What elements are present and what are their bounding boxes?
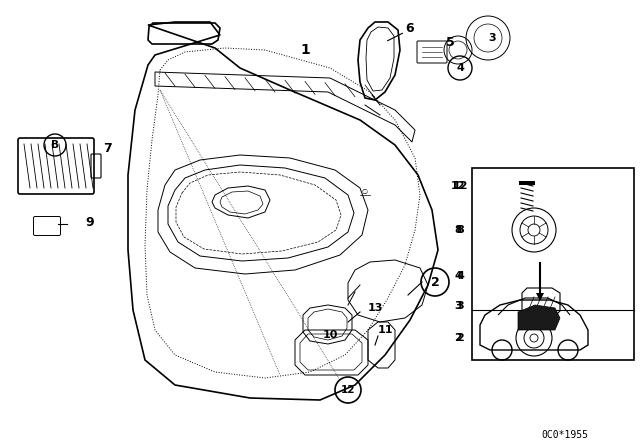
Text: 8: 8 [456, 225, 464, 235]
Text: 10: 10 [323, 330, 338, 340]
Text: 2: 2 [431, 276, 440, 289]
Text: 11: 11 [377, 325, 393, 335]
Text: 3: 3 [488, 33, 496, 43]
Text: 4: 4 [456, 271, 464, 281]
Text: 3: 3 [456, 301, 464, 311]
Polygon shape [536, 293, 544, 301]
Text: 12: 12 [452, 181, 468, 191]
Text: 0C0*1955: 0C0*1955 [541, 430, 589, 440]
Text: 1: 1 [300, 43, 310, 57]
Text: 12: 12 [340, 385, 355, 395]
Text: 4: 4 [456, 63, 464, 73]
Text: 13: 13 [367, 303, 383, 313]
Polygon shape [518, 305, 560, 330]
Text: 8: 8 [454, 225, 461, 235]
Text: 3: 3 [454, 301, 461, 311]
Text: 6: 6 [406, 22, 414, 34]
Text: 9: 9 [86, 215, 94, 228]
Text: B: B [51, 140, 59, 150]
Text: 2: 2 [456, 333, 464, 343]
Text: ∅: ∅ [362, 189, 368, 195]
Text: 5: 5 [445, 35, 454, 48]
Text: 2: 2 [454, 333, 461, 343]
Text: 7: 7 [104, 142, 113, 155]
Text: 12: 12 [451, 181, 465, 191]
Text: 4: 4 [454, 271, 461, 281]
Polygon shape [519, 181, 535, 185]
Bar [472, 168, 634, 360]
